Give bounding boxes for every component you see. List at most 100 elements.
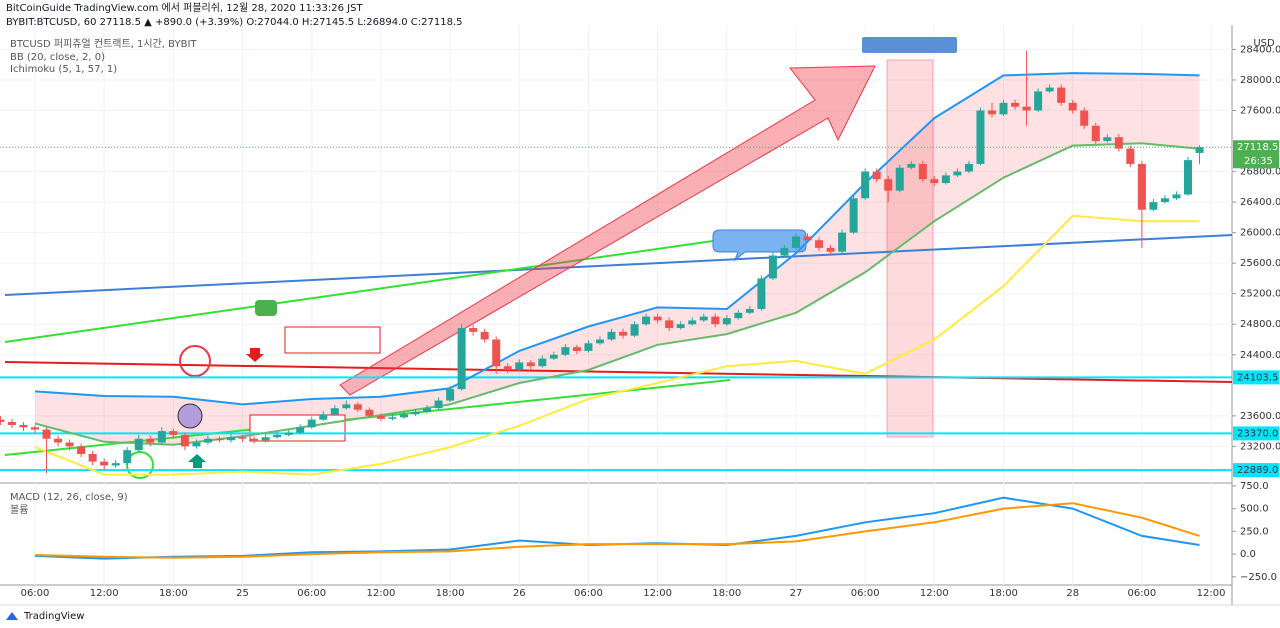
- indicator-line: [34, 502, 1200, 559]
- countdown: 26:35: [1244, 156, 1273, 167]
- currency: USD: [1253, 38, 1275, 49]
- candle-body: [469, 328, 478, 332]
- candle-body: [54, 438, 63, 443]
- candle-body: [665, 320, 674, 329]
- marker: [177, 403, 203, 429]
- candle-body: [273, 434, 282, 438]
- candle-body: [192, 442, 201, 447]
- x-tick-label: 06:00: [297, 588, 326, 599]
- cat-icon: [255, 300, 277, 316]
- last-price-box: [1233, 140, 1279, 169]
- candle-body: [918, 163, 927, 180]
- annotation-box: [284, 326, 381, 354]
- y-tick-label: 26800.0: [1240, 167, 1280, 178]
- candle-body: [768, 255, 777, 279]
- candle-body: [1091, 125, 1100, 142]
- smiley-icon: [179, 345, 211, 377]
- candle-body: [365, 409, 374, 416]
- candle-body: [169, 431, 178, 435]
- candle-body: [1114, 137, 1123, 149]
- candle-body: [261, 437, 270, 441]
- y-tick-label: 25600.0: [1240, 258, 1280, 269]
- x-tick-label: 28: [1066, 588, 1079, 599]
- legend: BTCUSD 퍼피츄얼 컨트랙트, 1시간, BYBIT: [10, 38, 197, 50]
- candle-body: [0, 419, 5, 422]
- legend: Ichimoku (5, 1, 57, 1): [10, 64, 117, 75]
- candle-body: [353, 404, 362, 410]
- candle-body: [930, 179, 939, 184]
- trend-line-green: [4, 239, 721, 343]
- level-label: 23370.0: [1237, 428, 1278, 439]
- candle-body: [1011, 102, 1020, 107]
- y-tick-label: 750.0: [1240, 481, 1269, 492]
- candle-body: [227, 437, 236, 441]
- candle-body: [884, 179, 893, 191]
- candle-body: [584, 343, 593, 351]
- y-tick-label: 500.0: [1240, 504, 1269, 515]
- candle-body: [1103, 137, 1112, 142]
- y-tick-label: 25200.0: [1240, 289, 1280, 300]
- logo: [6, 612, 18, 620]
- candle-body: [100, 461, 109, 466]
- candle-body: [1034, 91, 1043, 111]
- candle-body: [330, 408, 339, 415]
- indicator-line: [34, 72, 1200, 406]
- y-tick-label: 23200.0: [1240, 441, 1280, 452]
- arrow-up: [188, 454, 206, 468]
- candle-body: [780, 247, 789, 256]
- candle-body: [388, 417, 397, 419]
- level-label-box: [1233, 426, 1279, 441]
- candle-body: [1195, 147, 1204, 153]
- candle-body: [515, 362, 524, 371]
- range-label-box: [862, 37, 957, 53]
- footer: TradingView: [23, 611, 84, 622]
- candle-body: [31, 427, 39, 430]
- y-tick-label: 24400.0: [1240, 350, 1280, 361]
- legend: 볼륨: [10, 504, 28, 516]
- candle-body: [457, 328, 466, 390]
- candle-body: [157, 431, 166, 443]
- candle-body: [895, 167, 904, 191]
- legend: BB (20, close, 2, 0): [10, 52, 105, 63]
- candle-body: [711, 316, 720, 325]
- candle-body: [872, 171, 881, 180]
- header: BitCoinGuide TradingView.com 에서 퍼블리쉬, 12…: [6, 2, 363, 14]
- candle-body: [399, 414, 408, 418]
- candle-body: [999, 102, 1008, 115]
- x-tick-label: 12:00: [643, 588, 672, 599]
- candle-body: [423, 408, 432, 413]
- candle-body: [538, 358, 547, 367]
- x-tick-label: 26: [513, 588, 526, 599]
- candle-body: [526, 362, 535, 367]
- level-label: 24103.5: [1237, 372, 1278, 383]
- x-tick-label: 12:00: [90, 588, 119, 599]
- level-label: 22889.0: [1237, 465, 1278, 476]
- candle-body: [699, 316, 708, 321]
- candle-body: [203, 438, 212, 443]
- candle-body: [7, 421, 16, 425]
- y-tick-label: 0.0: [1240, 549, 1256, 560]
- candle-body: [319, 414, 328, 420]
- x-tick-label: 25: [236, 588, 249, 599]
- y-tick-label: 250.0: [1240, 526, 1269, 537]
- y-tick-label: 23600.0: [1240, 411, 1280, 422]
- candle-body: [688, 320, 697, 325]
- candle-body: [987, 110, 996, 115]
- x-tick-label: 12:00: [366, 588, 395, 599]
- candle-body: [215, 438, 224, 441]
- candle-body: [123, 450, 132, 464]
- last-price-label: 27118.5: [1237, 142, 1278, 153]
- legend: MACD (12, 26, close, 9): [10, 492, 128, 503]
- candle-body: [146, 438, 155, 443]
- candle-body: [1172, 194, 1181, 199]
- candle-body: [434, 400, 443, 409]
- candle-body: [849, 198, 858, 233]
- candle-body: [572, 347, 581, 351]
- x-tick-label: 12:00: [920, 588, 949, 599]
- candle-body: [492, 339, 501, 367]
- candle-body: [642, 316, 651, 325]
- candle-body: [861, 171, 870, 199]
- x-tick-label: 12:00: [1197, 588, 1226, 599]
- y-tick-label: 26000.0: [1240, 228, 1280, 239]
